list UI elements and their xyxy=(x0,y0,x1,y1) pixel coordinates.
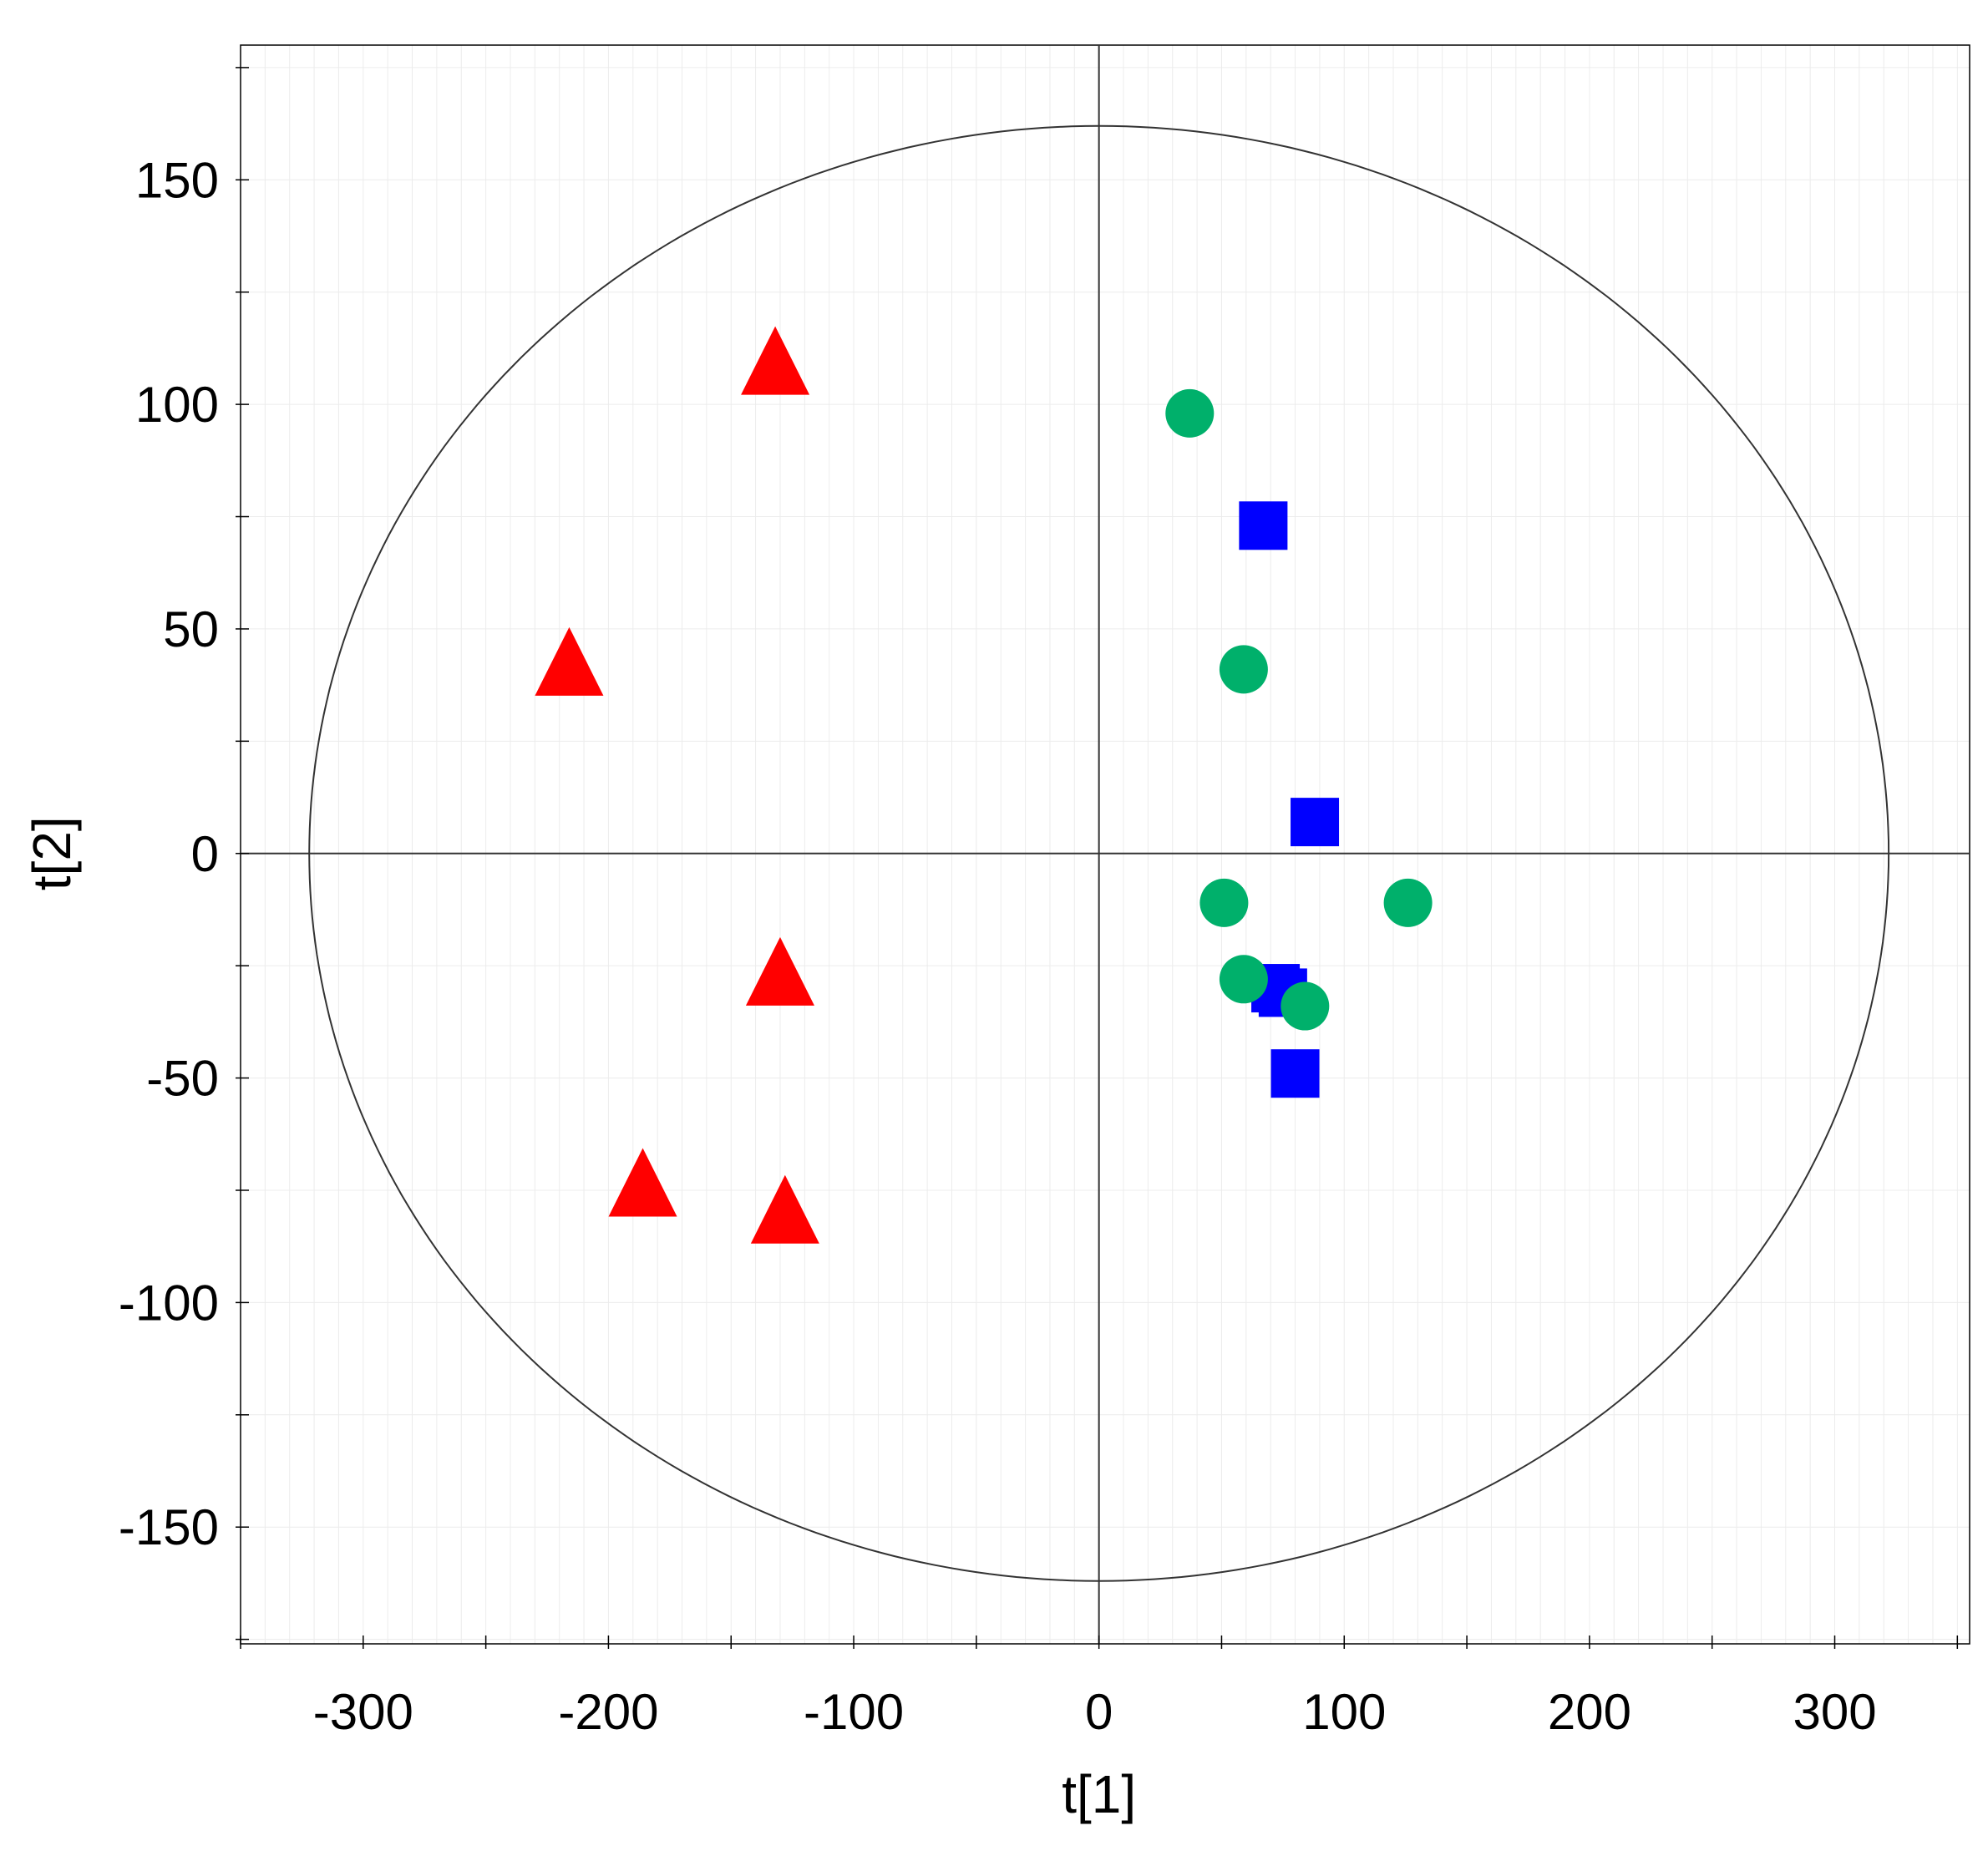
data-points xyxy=(535,326,1433,1244)
x-tick-label: 200 xyxy=(1548,1684,1631,1740)
x-tick-label: 100 xyxy=(1302,1684,1386,1740)
triangle-marker xyxy=(750,1174,819,1244)
y-tick-label: -100 xyxy=(119,1275,219,1331)
circle-marker xyxy=(1165,388,1215,438)
y-axis-title: t[2] xyxy=(22,816,82,890)
y-tick-label: -150 xyxy=(119,1499,219,1555)
y-tick-label: 150 xyxy=(135,152,219,208)
x-tick-label: 0 xyxy=(1085,1684,1113,1740)
axis-ticks: -300 -200 -100 0 100 200 300 150 100 50 0 -50 -100 -1… xyxy=(119,67,1959,1740)
square-marker xyxy=(1291,798,1340,847)
circle-marker xyxy=(1219,955,1268,1004)
circle-marker xyxy=(1199,878,1249,927)
y-tick-label: 50 xyxy=(163,601,219,657)
triangle-marker xyxy=(745,936,814,1006)
x-tick-label: 300 xyxy=(1793,1684,1876,1740)
y-tick-label: 100 xyxy=(135,377,219,433)
x-axis-title: t[1] xyxy=(1062,1764,1136,1824)
triangle-marker xyxy=(608,1148,677,1217)
square-marker xyxy=(1270,1049,1320,1098)
square-marker xyxy=(1239,501,1288,550)
y-tick-label: -50 xyxy=(146,1051,219,1107)
triangle-marker xyxy=(741,326,810,395)
triangle-marker xyxy=(535,626,604,696)
x-tick-label: -200 xyxy=(558,1684,658,1740)
grid xyxy=(240,45,1970,1644)
circle-marker xyxy=(1383,878,1433,927)
circle-marker xyxy=(1219,645,1268,694)
x-tick-label: -300 xyxy=(313,1684,413,1740)
x-tick-label: -100 xyxy=(804,1684,904,1740)
plot-frame xyxy=(240,44,1970,1645)
circle-marker xyxy=(1281,981,1330,1031)
y-tick-label: 0 xyxy=(191,826,219,882)
